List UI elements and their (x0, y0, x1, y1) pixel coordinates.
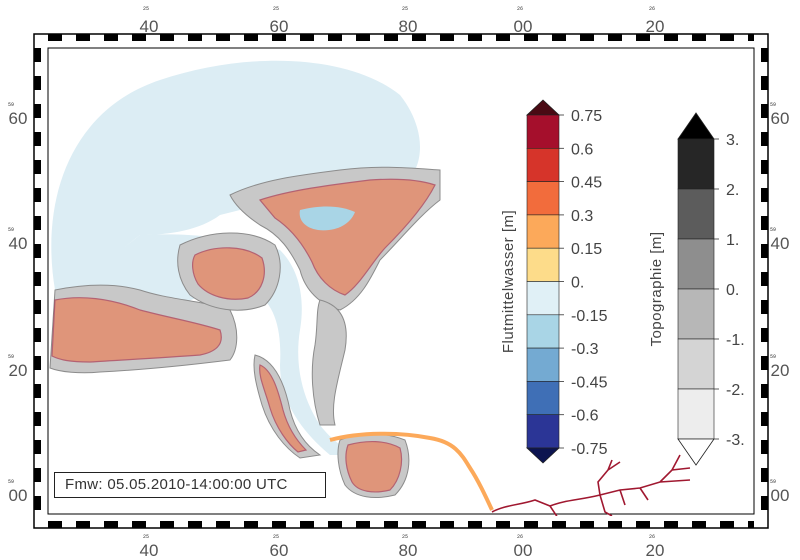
colorbar-topographie: 3. 2. 1. 0. -1. -2. -3. Topographie [m] (648, 112, 745, 466)
colorbar-label: -1. (726, 332, 745, 349)
x-tick-prefix: 26 (517, 6, 523, 12)
y-tick-label: 40 (771, 234, 790, 253)
colorbar-label: 0.75 (571, 108, 602, 125)
colorbar-label: 0. (571, 275, 584, 292)
x-tick-prefix: 25 (273, 6, 279, 12)
land-east-bank (311, 299, 347, 426)
map-area (49, 60, 691, 516)
colorbar-box (526, 347, 560, 382)
colorbar-label: -0.45 (571, 374, 608, 391)
y-tick-prefix: 59 (8, 227, 14, 233)
y-tick-label: 20 (771, 361, 790, 380)
x-tick-label: 20 (646, 541, 665, 560)
colorbar-flutmittelwasser: 0.75 0.6 0.45 0.3 0.15 0. -0.15 -0.3 -0.45 -0.6 -0… (500, 99, 608, 464)
x-tick-label: 20 (646, 17, 665, 36)
land-delta-warm (345, 441, 403, 493)
x-tick-label: 80 (399, 541, 418, 560)
colorbar-box (526, 114, 560, 149)
x-tick-prefix: 25 (402, 6, 408, 12)
colorbar-label: 2. (726, 182, 739, 199)
colorbar-box (677, 238, 715, 290)
x-tick-label: 00 (514, 541, 533, 560)
x-tick-label: 40 (140, 541, 159, 560)
y-tick-label: 60 (771, 109, 790, 128)
colorbar-box (526, 314, 560, 349)
colorbar-box (677, 138, 715, 190)
colorbar-label: 0.3 (571, 208, 593, 225)
colorbar-label: 3. (726, 132, 739, 149)
x-tick-prefix: 25 (402, 534, 408, 540)
x-tick-prefix: 26 (649, 6, 655, 12)
colorbar-label: 0. (726, 282, 739, 299)
y-tick-label: 00 (9, 486, 28, 505)
colorbar-box (677, 188, 715, 240)
y-tick-prefix: 59 (770, 102, 776, 108)
colorbar-box (526, 414, 560, 449)
colorbar-label: -0.75 (571, 441, 608, 458)
x-tick-label: 40 (140, 17, 159, 36)
y-tick-label: 00 (771, 486, 790, 505)
y-tick-prefix: 59 (8, 479, 14, 485)
y-tick-prefix: 59 (770, 227, 776, 233)
y-tick-prefix: 59 (8, 354, 14, 360)
y-tick-label: 40 (9, 234, 28, 253)
x-tick-prefix: 26 (649, 534, 655, 540)
colorbar-box (526, 281, 560, 316)
colorbar-box (526, 148, 560, 182)
colorbar-arrow-bottom (677, 438, 715, 466)
x-tick-prefix: 25 (143, 6, 149, 12)
colorbar-label: 0.6 (571, 141, 593, 158)
colorbar-label: 0.15 (571, 241, 602, 258)
x-tick-prefix: 25 (273, 534, 279, 540)
colorbar-label: -2. (726, 382, 745, 399)
colorbar-box (526, 181, 560, 216)
colorbar-box (677, 338, 715, 390)
y-tick-prefix: 59 (770, 354, 776, 360)
x-tick-prefix: 25 (143, 534, 149, 540)
x-tick-label: 60 (270, 541, 289, 560)
x-tick-label: 60 (270, 17, 289, 36)
colorbar-arrow-bottom (525, 447, 561, 464)
colorbar-box (526, 381, 560, 415)
y-tick-prefix: 59 (8, 102, 14, 108)
land-northeast-warm (258, 178, 436, 296)
colorbar-label: 0.45 (571, 175, 602, 192)
colorbar-label: 1. (726, 232, 739, 249)
land-central-warm (192, 247, 265, 300)
colorbar-title: Topographie [m] (648, 231, 665, 346)
x-tick-label: 80 (399, 17, 418, 36)
river-main (329, 431, 494, 511)
river-network (491, 454, 691, 516)
colorbar-box (677, 388, 715, 440)
y-tick-prefix: 59 (770, 479, 776, 485)
colorbar-title: Flutmittelwasser [m] (500, 210, 517, 353)
y-tick-label: 20 (9, 361, 28, 380)
land-west-warm (51, 297, 222, 363)
x-tick-prefix: 26 (517, 534, 523, 540)
colorbar-box (526, 214, 560, 249)
land-south-bank-warm (259, 364, 308, 453)
colorbar-box (526, 247, 560, 282)
colorbar-label: -0.3 (571, 341, 599, 358)
timestamp-label: Fmw: 05.05.2010-14:00:00 UTC (54, 472, 326, 498)
colorbar-box (677, 288, 715, 340)
x-tick-label: 00 (514, 17, 533, 36)
colorbar-label: -3. (726, 432, 745, 449)
water-body (51, 60, 420, 290)
land-northeast-cool (299, 206, 355, 231)
y-tick-label: 60 (9, 109, 28, 128)
colorbar-label: -0.6 (571, 408, 599, 425)
colorbar-label: -0.15 (571, 308, 608, 325)
